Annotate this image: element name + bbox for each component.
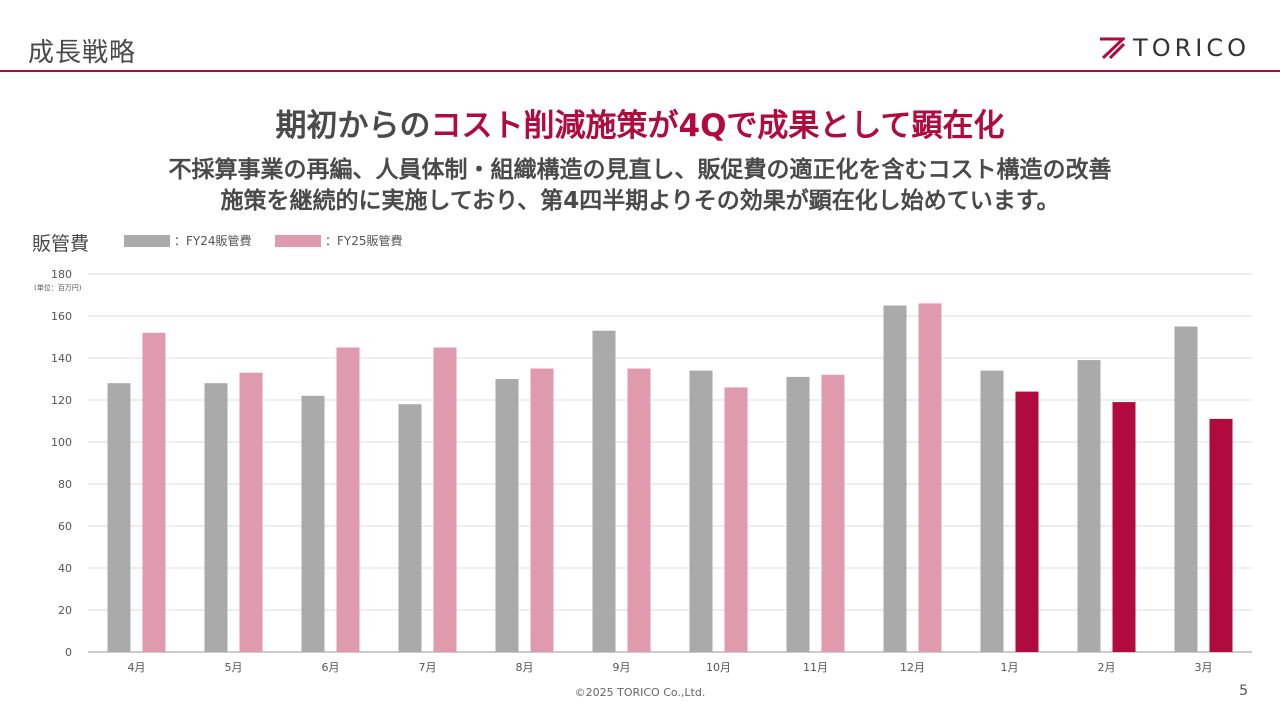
bar-fy24: [592, 330, 616, 652]
bar-fy24: [1077, 360, 1101, 652]
bar-fy25: [821, 374, 845, 652]
x-tick-label: 8月: [516, 661, 534, 674]
headline: 期初からのコスト削減施策が4Qで成果として顕在化: [0, 100, 1280, 145]
y-tick-label: 140: [51, 352, 72, 365]
legend-label-fy25: ：FY25販管費: [325, 234, 403, 248]
bar-fy25: [1015, 391, 1039, 652]
legend-fy25: ：FY25販管費: [275, 232, 403, 249]
x-tick-label: 4月: [128, 661, 146, 674]
y-tick-label: 40: [58, 562, 72, 575]
legend-swatch-fy24: [124, 234, 170, 247]
x-tick-label: 11月: [803, 661, 828, 674]
section-title: 成長戦略: [28, 38, 137, 68]
bar-fy25: [918, 303, 942, 652]
bar-fy25: [724, 387, 748, 652]
logo-text: TORICO: [1133, 34, 1250, 62]
bar-fy24: [398, 404, 422, 652]
subtext-line1: 不採算事業の再編、人員体制・組織構造の見直し、販促費の適正化を含むコスト構造の改…: [168, 157, 1112, 183]
bar-fy25: [336, 347, 360, 652]
legend-swatch-fy25: [275, 234, 321, 247]
x-tick-label: 1月: [1001, 661, 1019, 674]
bar-fy24: [301, 395, 325, 652]
y-tick-label: 0: [65, 646, 72, 659]
bar-fy24: [786, 376, 810, 652]
bar-fy25: [1209, 418, 1233, 652]
subtext-line2: 施策を継続的に実施しており、第4四半期よりその効果が顕在化し始めています。: [220, 188, 1060, 214]
x-tick-label: 3月: [1195, 661, 1213, 674]
header-divider: [0, 70, 1280, 72]
bar-fy25: [239, 372, 263, 652]
x-tick-label: 7月: [419, 661, 437, 674]
copyright: ©2025 TORICO Co.,Ltd.: [574, 686, 706, 699]
bar-fy25: [627, 368, 651, 652]
y-tick-label: 120: [51, 394, 72, 407]
legend-fy24: ：FY24販管費: [124, 232, 252, 249]
bar-fy24: [689, 370, 713, 652]
legend-label-fy24: ：FY24販管費: [174, 234, 252, 248]
x-tick-label: 2月: [1098, 661, 1116, 674]
x-tick-label: 10月: [706, 661, 731, 674]
bar-fy24: [495, 379, 519, 652]
y-tick-label: 20: [58, 604, 72, 617]
y-tick-label: 60: [58, 520, 72, 533]
x-tick-label: 12月: [900, 661, 925, 674]
y-tick-label: 180: [51, 268, 72, 281]
x-tick-label: 5月: [225, 661, 243, 674]
headline-part1: 期初からの: [275, 108, 431, 144]
x-tick-label: 9月: [613, 661, 631, 674]
bar-fy25: [1112, 402, 1136, 652]
headline-accent: コスト削減施策が4Qで成果として顕在化: [430, 108, 1005, 144]
y-tick-label: 100: [51, 436, 72, 449]
bar-fy24: [107, 383, 131, 652]
page-number: 5: [1239, 683, 1248, 699]
x-tick-label: 6月: [322, 661, 340, 674]
bar-fy25: [530, 368, 554, 652]
bar-fy24: [883, 305, 907, 652]
y-tick-label: 160: [51, 310, 72, 323]
bar-fy25: [142, 332, 166, 652]
y-tick-label: 80: [58, 478, 72, 491]
bar-fy24: [1174, 326, 1198, 652]
bar-fy25: [433, 347, 457, 652]
chart-label: 販管費: [32, 233, 90, 255]
bar-fy24: [204, 383, 228, 652]
torico-logo: TORICO: [1099, 34, 1250, 62]
bar-fy24: [980, 370, 1004, 652]
unit-label: (単位：百万円): [34, 284, 82, 292]
torico-logo-mark-icon: [1100, 37, 1126, 59]
